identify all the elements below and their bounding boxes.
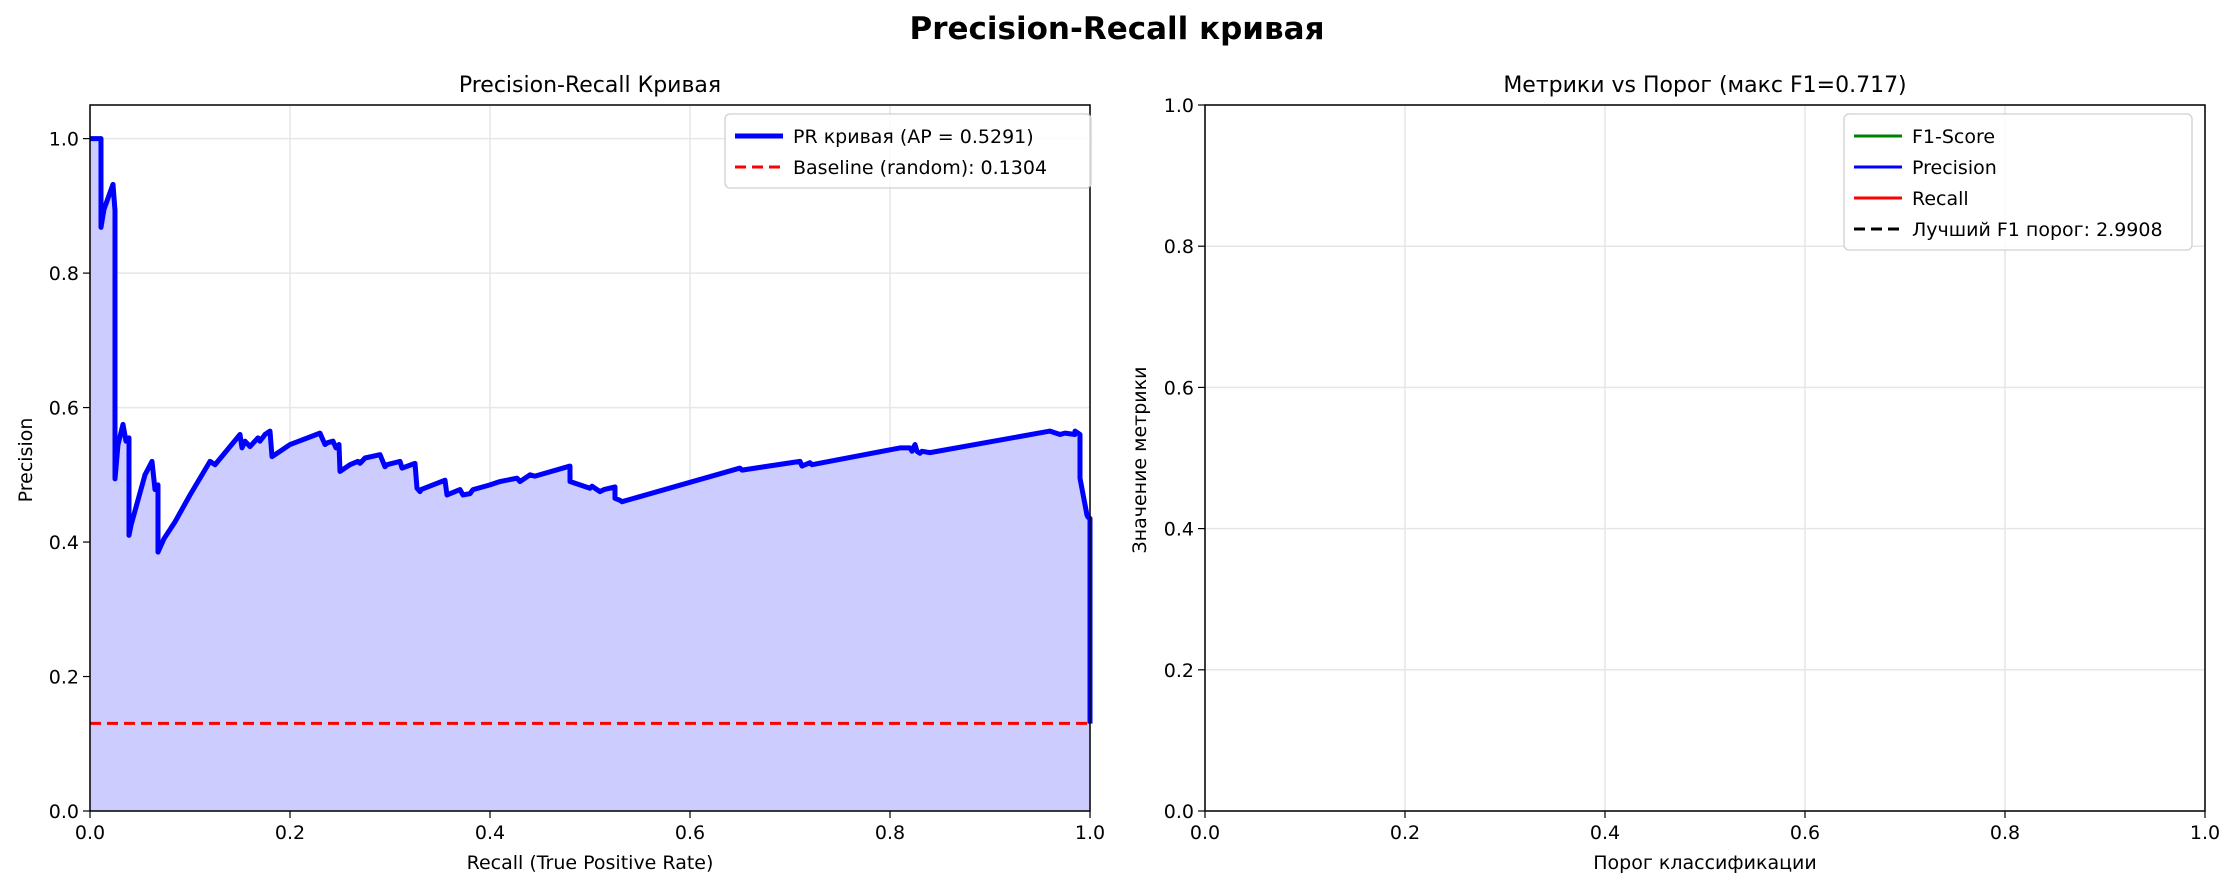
- threshold-metrics-axes: Метрики vs Порог (макс F1=0.717) Порог к…: [1129, 73, 2220, 874]
- pr-curve-x-tick-label: 1.0: [1075, 822, 1105, 844]
- threshold-metrics-y-tick-label: 1.0: [1164, 95, 1194, 117]
- pr-curve-x-tick-label: 0.8: [875, 822, 905, 844]
- threshold-metrics-x-tick-label: 0.2: [1390, 822, 1420, 844]
- threshold-metrics-x-tick-label: 0.8: [1990, 822, 2020, 844]
- pr-curve-title: Precision-Recall Кривая: [459, 73, 721, 98]
- threshold-metrics-legend: F1-Score Precision Recall Лучший F1 порог: …: [1843, 113, 2193, 251]
- figure-suptitle: Precision-Recall кривая: [910, 11, 1325, 47]
- pr-curve-series-fill: [90, 138, 1090, 811]
- threshold-metrics-legend-label: Precision: [1912, 157, 1997, 179]
- pr-curve-y-tick-label: 0.8: [49, 263, 79, 285]
- pr-curve-ticks: 0.0 0.2 0.4 0.6 0.8 1.0 0.0 0.2 0.4 0.6 0.8 1.0: [49, 129, 1105, 844]
- pr-curve-y-tick-label: 0.6: [49, 398, 79, 420]
- pr-curve-x-tick-label: 0.2: [275, 822, 305, 844]
- threshold-metrics-ticks: 0.0 0.2 0.4 0.6 0.8 1.0 0.0 0.2 0.4 0.6 0.8 1.0: [1164, 95, 2220, 844]
- threshold-metrics-xlabel: Порог классификации: [1593, 852, 1816, 874]
- pr-curve-frame: [89, 104, 1091, 812]
- threshold-metrics-legend-label: Recall: [1912, 188, 1969, 210]
- pr-curve-legend: PR кривая (AP = 0.5291) Baseline (random)…: [724, 113, 1092, 189]
- threshold-metrics-y-tick-label: 0.2: [1164, 660, 1194, 682]
- threshold-metrics-title: Метрики vs Порог (макс F1=0.717): [1503, 73, 1906, 98]
- pr-curve-ylabel: Precision: [15, 418, 37, 503]
- pr-curve-series-line-0: [90, 136, 1093, 724]
- pr-curve-y-tick-label: 0.2: [49, 667, 79, 689]
- threshold-metrics-x-tick-label: 0.0: [1190, 822, 1220, 844]
- pr-curve-x-tick-label: 0.6: [675, 822, 705, 844]
- threshold-metrics-x-tick-label: 1.0: [2190, 822, 2220, 844]
- pr-curve-xlabel: Recall (True Positive Rate): [467, 852, 714, 874]
- threshold-metrics-ylabel: Значение метрики: [1129, 367, 1151, 554]
- pr-curve-y-tick-label: 0.0: [49, 801, 79, 823]
- threshold-metrics-y-tick-label: 0.0: [1164, 801, 1194, 823]
- pr-curve-legend-label: Baseline (random): 0.1304: [793, 157, 1047, 179]
- threshold-metrics-legend-box: [1843, 113, 2193, 251]
- pr-curve-axes: Precision-Recall Кривая Recall (True Pos…: [15, 73, 1105, 874]
- threshold-metrics-x-tick-label: 0.4: [1590, 822, 1620, 844]
- pr-curve-x-tick-label: 0.0: [75, 822, 105, 844]
- pr-curve-y-tick-label: 1.0: [49, 129, 79, 151]
- pr-curve-y-tick-label: 0.4: [49, 532, 79, 554]
- pr-curve-legend-box: [724, 113, 1092, 189]
- threshold-metrics-y-tick-label: 0.4: [1164, 519, 1194, 541]
- threshold-metrics-y-tick-label: 0.8: [1164, 236, 1194, 258]
- pr-curve-plot-area: [89, 104, 1093, 812]
- pr-curve-legend-label: PR кривая (AP = 0.5291): [793, 126, 1034, 148]
- threshold-metrics-x-tick-label: 0.6: [1790, 822, 1820, 844]
- pr-curve-x-tick-label: 0.4: [475, 822, 505, 844]
- threshold-metrics-frame: [1204, 104, 2206, 812]
- threshold-metrics-plot-area: [1204, 104, 2206, 812]
- threshold-metrics-legend-label: Лучший F1 порог: 2.9908: [1912, 219, 2163, 241]
- threshold-metrics-legend-label: F1-Score: [1912, 126, 1995, 148]
- threshold-metrics-y-tick-label: 0.6: [1164, 377, 1194, 399]
